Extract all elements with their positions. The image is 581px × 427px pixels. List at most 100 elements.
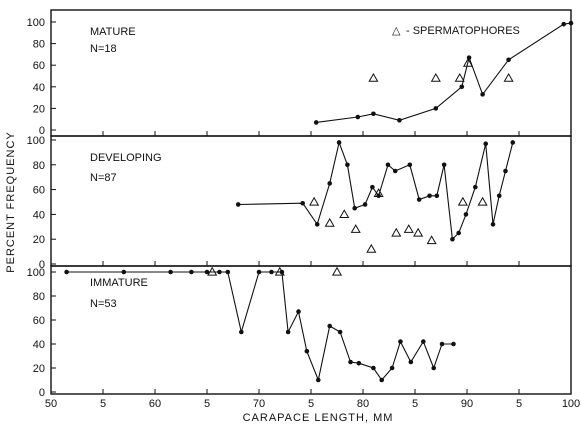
point-developing-20: [473, 184, 478, 190]
point-developing-22: [490, 222, 496, 227]
point-immature-3: [189, 269, 194, 275]
spermatophore-marker-mature-4: [503, 72, 514, 82]
y-tick-label-developing-60: 60: [33, 185, 45, 197]
point-developing-10: [385, 162, 391, 168]
point-immature-7: [239, 329, 244, 335]
spermatophore-marker-immature-0: [207, 266, 218, 276]
point-immature-25: [431, 365, 437, 371]
spermatophore-marker-developing-6: [391, 227, 402, 237]
panel-n-mature: N=18: [90, 43, 117, 55]
x-tick-label-55: 5: [100, 398, 106, 410]
x-tick-label-85: 5: [412, 398, 418, 410]
point-immature-24: [421, 339, 426, 344]
y-tick-label-immature-40: 40: [33, 339, 45, 351]
y-tick-label-mature-40: 40: [33, 82, 45, 94]
spermatophore-marker-developing-8: [413, 227, 424, 237]
series-line-immature: [66, 271, 454, 382]
spermatophore-marker-mature-3: [462, 57, 474, 67]
panel-title-mature: MATURE: [90, 26, 136, 38]
point-developing-11: [392, 168, 398, 174]
point-developing-15: [434, 193, 440, 199]
point-developing-23: [496, 193, 502, 199]
point-developing-6: [352, 205, 357, 211]
series-lines: [66, 22, 572, 382]
spermatophore-marker-developing-3: [350, 224, 361, 233]
x-axis-title: CARAPACE LENGTH, MM: [243, 412, 394, 424]
point-developing-13: [416, 197, 422, 202]
spermatophore-marker-mature-0: [368, 72, 379, 82]
y-tick-label-developing-40: 40: [33, 209, 45, 221]
y-tick-label-developing-20: 20: [33, 234, 45, 246]
point-mature-4: [433, 106, 439, 111]
spermatophore-marker-mature-2: [454, 72, 465, 82]
spermatophore-marker-developing-2: [339, 209, 350, 219]
point-mature-5: [459, 84, 465, 90]
y-axis-title: PERCENT FREQUENCY: [5, 131, 17, 272]
panel-n-developing: N=87: [90, 172, 117, 184]
x-tick-label-70: 70: [253, 398, 265, 410]
y-tick-label-mature-20: 20: [33, 103, 45, 115]
point-immature-23: [408, 359, 414, 365]
point-developing-25: [510, 140, 516, 145]
point-developing-21: [483, 141, 489, 147]
point-developing-5: [345, 162, 350, 168]
x-tick-label-65: 5: [204, 398, 210, 410]
point-immature-13: [304, 348, 310, 354]
spermatophore-marker-developing-11: [477, 196, 488, 206]
point-immature-4: [204, 269, 210, 275]
point-immature-0: [64, 269, 69, 275]
spermatophore-marker-developing-5: [373, 188, 384, 197]
point-immature-26: [439, 341, 445, 347]
point-immature-21: [389, 365, 395, 371]
point-immature-18: [356, 360, 362, 366]
spermatophore-marker-immature-2: [331, 266, 343, 276]
point-immature-9: [269, 269, 274, 275]
y-tick-label-immature-100: 100: [27, 267, 45, 279]
point-developing-19: [463, 212, 469, 217]
point-developing-4: [336, 140, 342, 145]
point-developing-2: [314, 222, 320, 227]
point-developing-3: [327, 181, 333, 186]
y-tick-label-immature-0: 0: [39, 387, 45, 399]
point-developing-18: [456, 230, 461, 236]
spermatophore-marker-developing-7: [403, 224, 414, 233]
x-tick-label-100: 100: [562, 398, 580, 410]
point-immature-6: [225, 269, 231, 275]
point-developing-24: [503, 168, 508, 174]
point-immature-11: [285, 329, 291, 335]
spermatophore-marker-developing-10: [457, 196, 468, 206]
spermatophore-marker-immature-1: [274, 266, 285, 276]
spermatophore-marker-developing-1: [324, 217, 335, 227]
point-developing-8: [370, 184, 375, 190]
point-mature-0: [313, 120, 319, 125]
y-tick-label-mature-0: 0: [39, 125, 45, 137]
point-immature-22: [398, 339, 403, 344]
y-tick-label-mature-80: 80: [33, 39, 45, 51]
y-tick-label-immature-80: 80: [33, 291, 45, 303]
axis-ticks: [50, 21, 572, 394]
point-mature-9: [561, 21, 567, 27]
x-tick-label-90: 90: [461, 398, 473, 410]
spermatophore-marker-mature-1: [430, 72, 441, 82]
point-mature-8: [506, 57, 511, 63]
point-mature-3: [397, 117, 402, 123]
point-immature-27: [451, 341, 456, 347]
point-developing-1: [300, 200, 305, 206]
point-immature-8: [256, 269, 262, 275]
point-immature-14: [315, 377, 321, 383]
spermatophore-marker-developing-9: [426, 235, 437, 245]
point-developing-14: [427, 193, 432, 199]
spermatophore-marker-developing-0: [309, 196, 320, 206]
panel-annotations: MATURE N=18 DEVELOPING N=87 IMMATURE N=5…: [5, 25, 520, 424]
point-immature-20: [379, 377, 385, 383]
panel-n-immature: N=53: [90, 298, 117, 310]
point-developing-17: [450, 236, 455, 242]
point-immature-12: [296, 309, 301, 314]
point-immature-19: [371, 365, 376, 371]
x-tick-label-80: 80: [357, 398, 369, 410]
x-tick-label-95: 5: [516, 398, 522, 410]
y-tick-label-developing-0: 0: [39, 259, 45, 271]
panel-title-immature: IMMATURE: [90, 277, 148, 289]
point-immature-15: [327, 323, 333, 329]
